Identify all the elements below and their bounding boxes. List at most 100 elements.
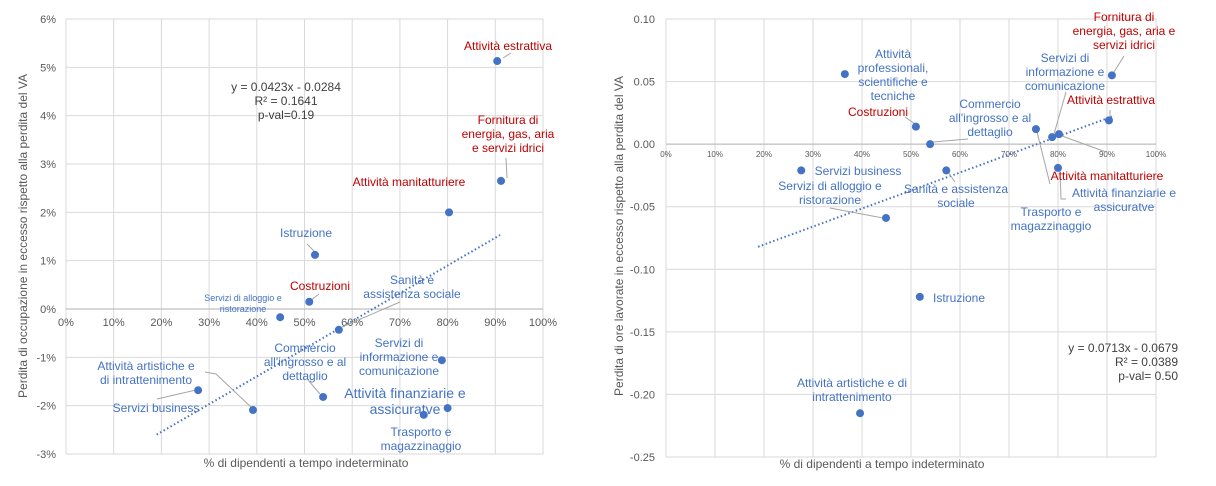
data-point — [911, 122, 920, 131]
point-label-line: Attività manitatturiere — [1051, 169, 1164, 183]
point-label-line: informazione e — [360, 350, 439, 364]
point-label-line: servizi idrici — [1093, 38, 1155, 52]
regression-equation: y = 0.0423x - 0.0284 R² = 0.1641 p-val=0.1… — [231, 80, 341, 122]
y-tick-label: -2% — [36, 401, 56, 413]
equation-line: y = 0.0713x - 0.0679 — [1068, 341, 1178, 355]
point-label: Attività estrattiva — [464, 39, 552, 53]
point-label-line: Servizi di — [375, 336, 424, 350]
y-tick-label: -1% — [36, 352, 56, 364]
point-label-line: ristorazione — [799, 193, 861, 207]
point-label: Sanità e assistenza sociale — [904, 182, 1008, 210]
y-tick-label: 6% — [40, 14, 56, 26]
y-axis-title: Perdita di occupazione in eccesso rispet… — [16, 74, 30, 398]
point-label: Commercio all'ingrosso e al dettaglio — [264, 341, 346, 383]
data-point — [1104, 116, 1113, 125]
x-axis-title: % di dipendenti a tempo indeterminato — [780, 457, 985, 471]
chart-1: 6% 5% 4% 3% 2% 1% 0% -1% -2% -3% 0% 10% 20% 30% 40% 50%… — [16, 14, 557, 470]
point-label-line: Attività — [875, 47, 911, 61]
leader-line — [1059, 170, 1066, 200]
data-point — [305, 297, 314, 306]
point-label: Servizi di informazione e comunicazione — [359, 336, 439, 378]
data-point — [840, 70, 849, 79]
data-point — [797, 166, 806, 175]
y-axis-title: Perdita di ore lavorate in eccesso rispe… — [612, 76, 626, 396]
x-tick-label: 80% — [437, 317, 459, 329]
point-label: Attività manitatturiere — [1051, 169, 1164, 183]
leader-line — [502, 52, 512, 59]
y-tick-label: 2% — [40, 207, 56, 219]
leader-line — [904, 116, 916, 125]
point-label-line: Attività estrattiva — [1067, 93, 1155, 107]
point-label-line: assicuratve — [1094, 200, 1155, 214]
point-label-line: Fornitura di — [478, 113, 539, 127]
point-label: Costruzioni — [290, 279, 350, 293]
point-label: Sanità e assistenza sociale — [363, 273, 461, 301]
point-label: Servizi di informazione e comunicazione — [1025, 51, 1105, 93]
leader-line — [1061, 135, 1107, 153]
point-label-line: all'ingrosso e al — [264, 355, 346, 369]
point-label: Istruzione — [933, 291, 985, 305]
data-point — [194, 386, 203, 395]
point-label-line: Commercio — [959, 97, 1021, 111]
point-label-line: magazzinaggio — [1011, 219, 1092, 233]
x-tick-label: 100% — [1146, 150, 1166, 159]
point-label-line: Servizi business — [815, 164, 902, 178]
leader-line — [341, 301, 401, 328]
x-tick-label: 70% — [1001, 150, 1017, 159]
point-label-line: Attività manitatturiere — [353, 175, 466, 189]
data-point — [1107, 71, 1116, 80]
point-label-line: ristorazione — [220, 304, 267, 314]
data-point — [1054, 130, 1063, 139]
data-point — [319, 392, 328, 401]
data-point — [942, 166, 951, 175]
data-point — [443, 404, 452, 413]
leader-line — [1113, 55, 1125, 73]
data-point — [926, 140, 935, 149]
x-tick-label: 20% — [756, 150, 772, 159]
point-label-line: Costruzioni — [848, 105, 908, 119]
data-point — [1048, 133, 1057, 142]
leader-line — [505, 157, 508, 179]
leader-line — [947, 171, 956, 183]
point-label-line: Istruzione — [280, 226, 332, 240]
point-label-line: informazione e — [1026, 65, 1105, 79]
data-point — [445, 208, 454, 217]
point-label-line: scientifiche e — [858, 75, 928, 89]
chart-2: 0.10 0.05 0.00 -0.05 -0.10 -0.15 -0.20 -0.25 0% 1… — [612, 10, 1178, 471]
point-label-line: energia, gas, aria — [462, 127, 555, 141]
point-label-line: sociale — [937, 196, 975, 210]
leader-line — [204, 371, 253, 409]
data-point — [276, 313, 285, 322]
y-tick-label: -0.10 — [630, 264, 655, 276]
point-label-line: Servizi di alloggio e — [204, 293, 282, 303]
y-tick-label: 0.10 — [634, 14, 655, 26]
point-label-line: assistenza sociale — [363, 287, 461, 301]
data-point — [310, 250, 319, 259]
leader-line — [307, 379, 321, 395]
y-tick-label: 0.05 — [634, 77, 655, 89]
y-tick-label: -0.15 — [630, 327, 655, 339]
x-tick-label: 10% — [103, 317, 125, 329]
data-point — [419, 410, 428, 419]
point-label-line: Servizi di — [1041, 51, 1090, 65]
point-label-line: Attività estrattiva — [464, 39, 552, 53]
point-label: Istruzione — [280, 226, 332, 240]
y-tick-label: 5% — [40, 62, 56, 74]
point-label-line: magazzinaggio — [381, 439, 462, 453]
point-label-line: Costruzioni — [290, 279, 350, 293]
x-tick-label: 30% — [198, 317, 220, 329]
point-label: Fornitura di energia, gas, aria e servizi … — [462, 113, 555, 155]
point-label-line: comunicazione — [359, 364, 439, 378]
point-label-line: professionali, — [858, 61, 929, 75]
data-point — [334, 325, 343, 334]
point-label: Servizi business — [815, 164, 902, 178]
point-label-line: Servizi di alloggio e — [778, 179, 882, 193]
data-point — [437, 356, 446, 365]
point-label-line: di intrattenimento — [100, 373, 192, 387]
x-tick-label: 60% — [952, 150, 968, 159]
leader-line — [1053, 91, 1067, 135]
point-label-line: dettaglio — [282, 369, 328, 383]
point-label-line: energia, gas, aria e — [1073, 24, 1176, 38]
point-label: Servizi di alloggio e ristorazione — [204, 293, 282, 314]
y-tick-label: 3% — [40, 159, 56, 171]
